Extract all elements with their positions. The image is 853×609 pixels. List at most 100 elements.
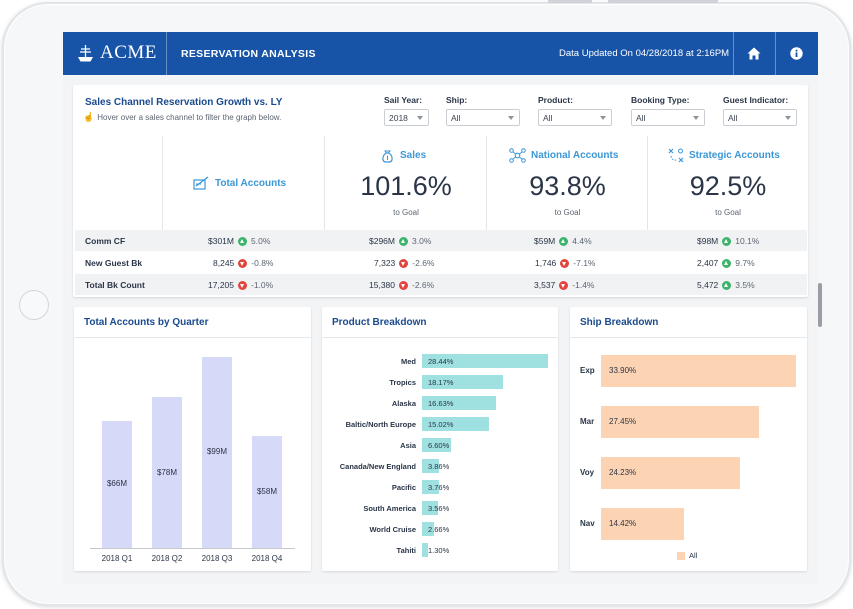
ship-filter-select[interactable]: All [446,109,520,126]
bar-value-label: 14.42% [609,519,637,528]
chevron-down-icon [600,116,606,120]
cell-value: 7,323 [374,258,396,268]
app-screen: ACME RESERVATION ANALYSIS Data Updated O… [63,32,818,584]
ship-category-label: Nav [580,519,595,528]
product-filter-label: Product: [538,95,573,105]
bar-value-label: 2.66% [428,525,450,534]
quarter-bar[interactable] [202,356,232,548]
product-bar[interactable] [422,501,438,515]
cell-change: -2.6% [412,280,435,290]
table-row[interactable]: Comm CF $301M 5.0% $296M 3.0% $59M 4.4% $98… [75,230,807,251]
kpi-label: National Accounts [531,150,619,161]
legend-swatch [677,551,685,560]
product-bar[interactable] [422,543,428,557]
brand-name: ACME [100,42,157,63]
tablet-home-button[interactable] [19,290,49,320]
table-row[interactable]: New Guest Bk 8,245 -0.8% 7,323 -2.6% 1,746… [75,252,807,273]
x-tick-label: 2018 Q4 [251,554,283,563]
guest-indicator-value: All [728,113,738,123]
booking-type-select[interactable]: All [631,109,705,126]
chevron-down-icon [693,116,699,120]
product-category-label: Canada/New England [339,462,416,471]
ship-filter-label: Ship: [446,95,468,105]
table-cell: 2,407 9.7% [697,258,755,268]
chevron-down-icon [785,116,791,120]
cell-change: 10.1% [735,236,760,246]
guest-indicator-select[interactable]: All [723,109,797,126]
ship-bar[interactable] [601,355,796,387]
kpi-value: 92.5% [689,171,767,201]
table-cell: 5,472 3.5% [697,280,755,290]
bar-value-label: 3.86% [428,462,450,471]
kpi-label: Total Accounts [215,178,287,189]
kpi-sales[interactable]: Sales 101.6% to Goal [324,136,486,230]
money-bag-icon [382,150,393,163]
ship-bar[interactable] [601,457,741,489]
filter-hint-text: Hover over a sales channel to filter the… [97,113,282,122]
x-tick-label: 2018 Q2 [151,554,183,563]
cell-value: 5,472 [697,280,719,290]
product-bar[interactable] [422,354,548,368]
product-bar[interactable] [422,522,434,536]
trend-up-icon [399,236,408,246]
cell-value: 15,380 [369,280,395,290]
product-filter-select[interactable]: All [538,109,612,126]
quarter-bar[interactable] [152,397,182,548]
bar-value-label: 6.60% [428,441,450,450]
bar-value-label: 15.02% [428,420,454,429]
cell-change: 3.0% [412,236,432,246]
product-bar[interactable] [422,480,439,494]
trend-up-icon [722,236,732,246]
bar-value-label: 27.45% [609,417,637,426]
product-category-label: Pacific [391,483,416,492]
kpi-national-accounts[interactable]: National Accounts 93.8% to Goal [486,136,647,230]
cell-value: 8,245 [213,258,235,268]
kpi-subtext: to Goal [393,208,419,217]
kpi-value: 93.8% [529,171,606,201]
sail-year-select[interactable]: 2018 [384,109,429,126]
ship-bar[interactable] [601,508,684,540]
ship-icon [78,44,93,61]
product-bar[interactable] [422,396,496,410]
product-bar[interactable] [422,438,452,452]
tablet-side-button [818,283,822,327]
cell-value: $301M [208,236,234,246]
product-bar[interactable] [422,417,489,431]
info-button[interactable] [787,44,805,62]
table-row[interactable]: Total Bk Count 17,205 -1.0% 15,380 -2.6% 3… [75,274,807,295]
ship-legend: All [677,551,697,560]
cell-change: -0.8% [251,258,274,268]
home-icon [747,47,761,59]
ship-bar[interactable] [601,406,759,438]
brand-logo[interactable]: ACME [77,42,157,64]
product-category-label: Tahiti [396,546,416,555]
chart-baseline [90,548,295,549]
product-category-label: Asia [400,441,416,450]
quarter-bar[interactable] [252,436,282,548]
bar-value-label: $78M [156,467,177,477]
home-button[interactable] [745,44,763,62]
bar-value-label: 3.76% [428,483,450,492]
x-tick-label: 2018 Q3 [201,554,233,563]
product-bar[interactable] [422,375,503,389]
kpi-value: 101.6% [360,171,452,201]
cell-value: $59M [534,236,556,246]
cell-value: 2,407 [697,258,719,268]
bar-value-label: 33.90% [609,366,637,375]
chevron-down-icon [508,116,514,120]
quarter-bar[interactable] [102,420,132,548]
bar-value-label: 16.63% [428,399,454,408]
kpi-total-accounts[interactable]: Total Accounts [162,136,324,230]
row-label: New Guest Bk [85,258,143,268]
booking-type-label: Booking Type: [631,95,690,105]
panel-divider [322,337,558,338]
product-bar[interactable] [422,459,440,473]
table-cell: $59M 4.4% [534,236,592,246]
table-cell: 1,746 -7.1% [535,258,596,268]
ship-title: Ship Breakdown [580,317,659,328]
product-category-label: World Cruise [369,525,416,534]
cell-value: 1,746 [535,258,557,268]
cell-value: 3,537 [534,280,556,290]
kpi-strategic-accounts[interactable]: Strategic Accounts 92.5% to Goal [647,136,807,230]
cell-change: 3.5% [735,280,755,290]
